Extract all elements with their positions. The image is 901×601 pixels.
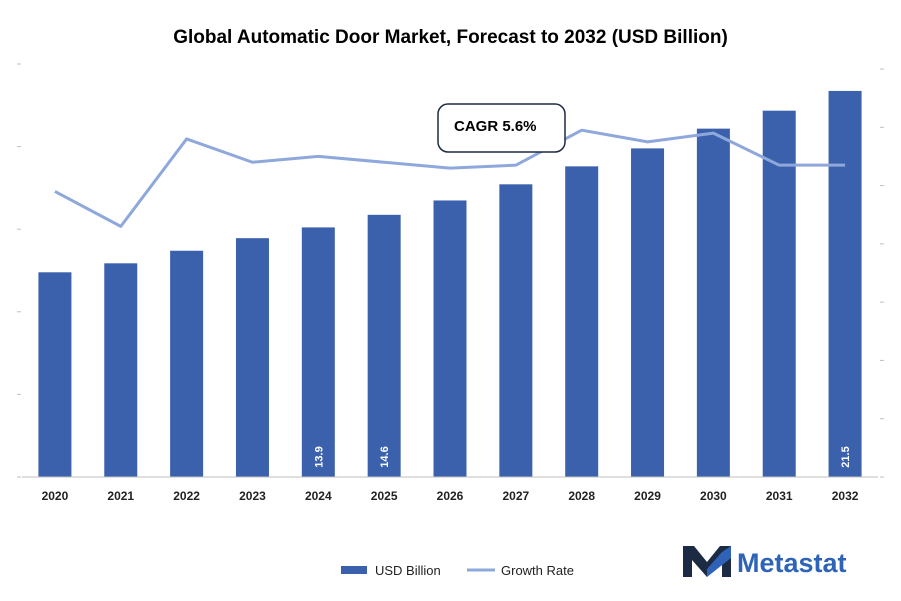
data-label-2032: 21.5: [840, 446, 852, 467]
legend-swatch-bar: [341, 566, 367, 574]
legend-label-line: Growth Rate: [501, 563, 574, 578]
bar-2027: [499, 184, 533, 477]
bar-2026: [433, 200, 467, 478]
x-tick-label: 2024: [305, 489, 332, 503]
bar-2029: [631, 148, 665, 478]
bar-2020: [38, 272, 72, 477]
x-tick-label: 2026: [437, 489, 464, 503]
bar-2031: [762, 110, 796, 478]
brand-logo: Metastat: [683, 546, 847, 578]
cagr-label: CAGR 5.6%: [454, 118, 537, 135]
x-tick-label: 2021: [107, 489, 134, 503]
x-tick-label: 2025: [371, 489, 398, 503]
cagr-box: [437, 103, 566, 153]
growth-rate-line: [54, 128, 846, 228]
bar-2024: [301, 227, 335, 477]
bar-2030: [696, 128, 730, 477]
x-tick-label: 2027: [502, 489, 529, 503]
x-tick-label: 2030: [700, 489, 727, 503]
bar-2022: [170, 250, 204, 477]
bar-2028: [565, 166, 599, 477]
x-axis-ticks: 2020 2021 2022 2023 2024 2025 2026 2027 2028 2029…: [42, 489, 859, 503]
legend: USD Billion Growth Rate: [341, 563, 574, 578]
brand-name: Metastat: [737, 548, 847, 578]
bar-series: [38, 90, 862, 478]
legend-label-bar: USD Billion: [375, 563, 441, 578]
metastat-m-logo-icon: [683, 546, 731, 577]
data-label-2025: 14.6: [379, 446, 391, 467]
left-axis-ticks: [17, 63, 21, 478]
x-tick-label: 2022: [173, 489, 200, 503]
x-tick-label: 2029: [634, 489, 661, 503]
x-tick-label: 2020: [42, 489, 69, 503]
bar-2023: [235, 238, 269, 477]
bar-2032: [828, 90, 862, 477]
cagr-callout: CAGR 5.6%: [437, 103, 566, 153]
data-label-2024: 13.9: [313, 446, 325, 467]
right-axis-ticks: [880, 68, 884, 478]
x-tick-label: 2023: [239, 489, 266, 503]
data-labels: 13.9 14.6 21.5: [313, 446, 852, 467]
bar-2021: [104, 263, 138, 477]
x-tick-label: 2031: [766, 489, 793, 503]
chart-title: Global Automatic Door Market, Forecast t…: [173, 27, 728, 48]
x-tick-label: 2028: [568, 489, 595, 503]
growth-rate-series: [54, 128, 846, 228]
x-tick-label: 2032: [832, 489, 859, 503]
bar-2025: [367, 214, 401, 477]
